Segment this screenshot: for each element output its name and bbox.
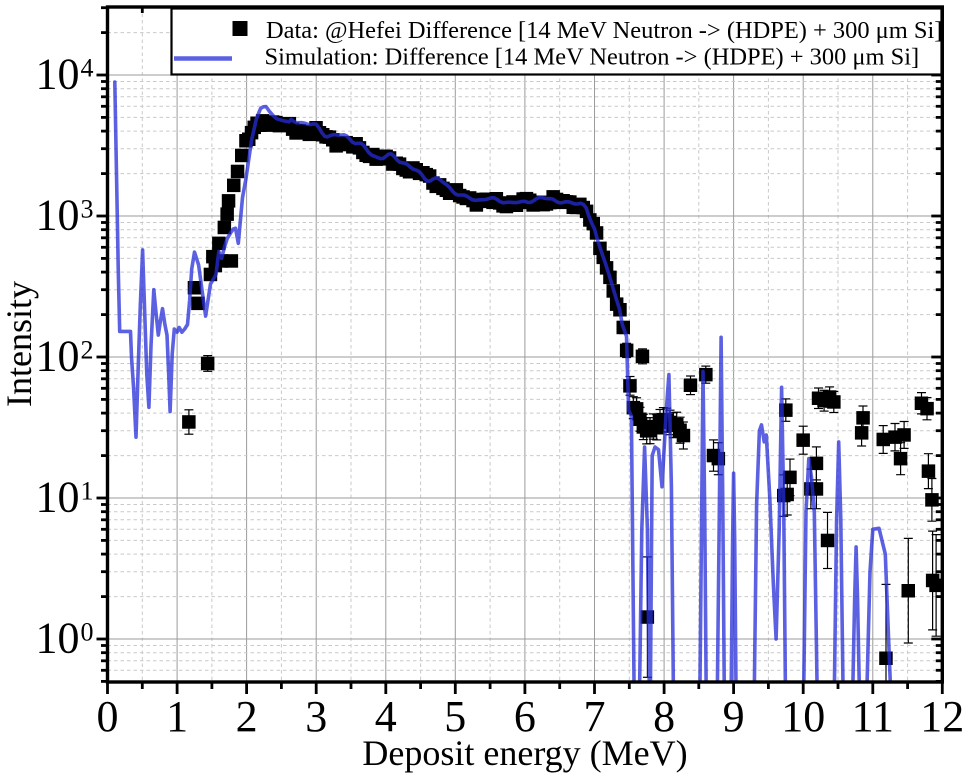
svg-text:1: 1 bbox=[81, 477, 94, 506]
svg-text:10: 10 bbox=[781, 692, 825, 741]
svg-text:7: 7 bbox=[584, 692, 606, 741]
svg-text:2: 2 bbox=[81, 336, 94, 365]
svg-text:3: 3 bbox=[305, 692, 327, 741]
svg-text:5: 5 bbox=[444, 692, 466, 741]
svg-text:4: 4 bbox=[375, 692, 397, 741]
svg-text:8: 8 bbox=[653, 692, 675, 741]
svg-text:10: 10 bbox=[36, 614, 80, 663]
svg-text:3: 3 bbox=[81, 195, 94, 224]
svg-text:11: 11 bbox=[852, 692, 894, 741]
svg-text:0: 0 bbox=[81, 618, 94, 647]
svg-text:Simulation: Difference [14 MeV: Simulation: Difference [14 MeV Neutron -… bbox=[265, 44, 920, 71]
svg-text:10: 10 bbox=[36, 332, 80, 381]
svg-text:1: 1 bbox=[166, 692, 188, 741]
svg-text:9: 9 bbox=[723, 692, 745, 741]
svg-text:0: 0 bbox=[97, 692, 119, 741]
svg-text:10: 10 bbox=[36, 50, 80, 99]
svg-text:4: 4 bbox=[81, 54, 94, 83]
svg-text:Deposit energy (MeV): Deposit energy (MeV) bbox=[362, 733, 687, 773]
svg-text:10: 10 bbox=[36, 473, 80, 522]
svg-text:12: 12 bbox=[920, 692, 964, 741]
svg-text:2: 2 bbox=[236, 692, 258, 741]
svg-text:10: 10 bbox=[36, 191, 80, 240]
svg-text:Intensity: Intensity bbox=[0, 281, 39, 407]
svg-text:6: 6 bbox=[514, 692, 536, 741]
svg-text:Data: @Hefei Difference [14 Me: Data: @Hefei Difference [14 MeV Neutron … bbox=[266, 17, 942, 44]
